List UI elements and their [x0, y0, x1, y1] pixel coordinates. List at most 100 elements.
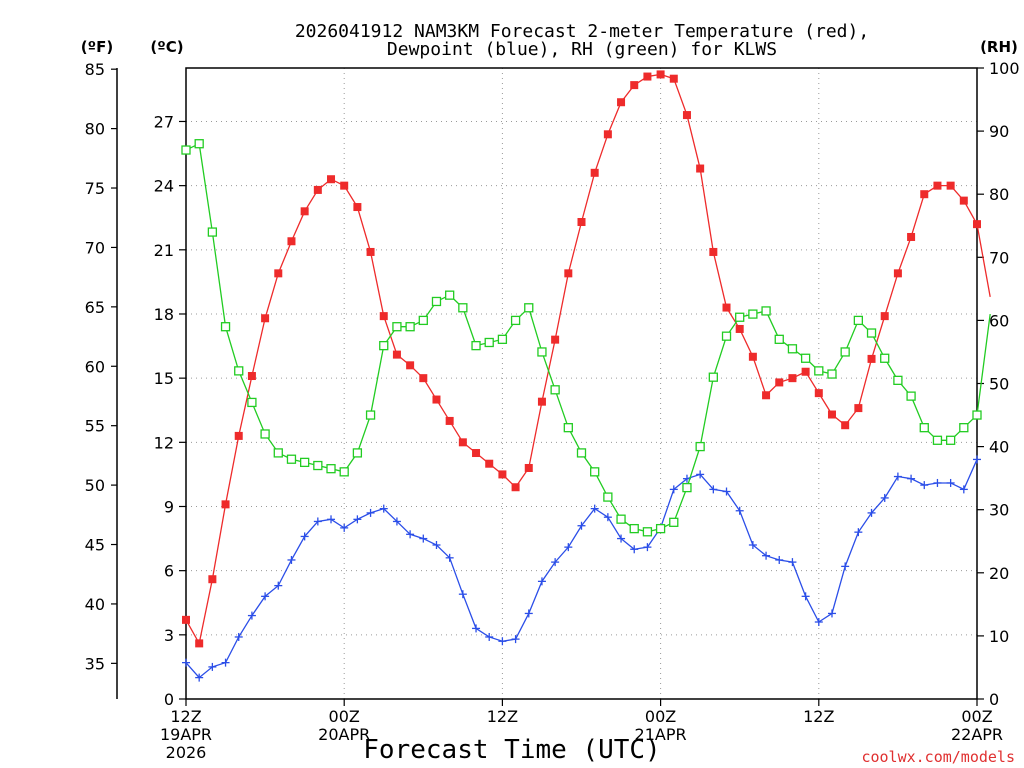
rh-point: [919, 423, 929, 433]
temperature-point: [867, 354, 876, 363]
rh-point: [339, 467, 349, 477]
dewpoint-point: [247, 611, 256, 620]
rh-point: [866, 328, 877, 338]
rh-point: [260, 429, 270, 439]
rh-point: [365, 410, 376, 420]
series-dewpoint: [182, 455, 981, 682]
rh-point: [853, 315, 863, 326]
temperature-point: [498, 470, 507, 479]
rh-point: [972, 410, 982, 420]
dewpoint-point: [814, 617, 823, 626]
dewpoint-point: [353, 515, 362, 524]
temperature-point: [485, 459, 494, 468]
temperature-point: [366, 247, 375, 256]
dewpoint-point: [340, 523, 349, 532]
rh-point: [431, 296, 442, 307]
rh-point: [761, 306, 771, 316]
rh-point: [787, 344, 798, 354]
temperature-point: [959, 196, 968, 205]
dewpoint-point: [827, 609, 836, 618]
temperature-point: [827, 410, 836, 419]
rh-point: [445, 290, 455, 300]
series-rh: [181, 139, 991, 537]
rh-point: [603, 492, 613, 502]
rh-point: [352, 448, 363, 458]
temperature-point: [748, 352, 757, 361]
rh-point: [234, 366, 244, 376]
rh-point: [181, 145, 191, 155]
celsius-tick-label: 12: [154, 433, 174, 452]
temperature-point: [392, 350, 401, 359]
temperature-point: [221, 500, 230, 509]
temperature-point: [841, 421, 850, 430]
fahrenheit-tick-label: 70: [85, 238, 105, 257]
temperature-point: [353, 203, 362, 212]
dewpoint-point: [300, 532, 309, 541]
dewpoint-point: [775, 555, 784, 564]
x-tick-label: 20APR: [318, 725, 370, 744]
dewpoint-point: [234, 632, 243, 641]
x-tick-label: 22APR: [951, 725, 1003, 744]
temperature-point: [577, 218, 586, 227]
axes: 0369121518212427354045505560657075808501…: [85, 59, 1020, 762]
dewpoint-point: [709, 485, 718, 494]
dewpoint-point: [801, 592, 810, 601]
dewpoint-point: [907, 474, 916, 483]
temperature-point: [247, 372, 256, 381]
series-temperature: [182, 70, 991, 648]
credit-link[interactable]: coolwx.com/models: [861, 748, 1015, 766]
rh-point: [471, 340, 481, 351]
temperature-point: [511, 483, 520, 492]
rh-point: [880, 353, 890, 363]
temperature-point: [287, 237, 296, 246]
temperature-point: [801, 367, 810, 376]
temperature-point: [524, 463, 533, 472]
temperature-point: [537, 397, 546, 406]
dewpoint-point: [498, 637, 507, 646]
celsius-tick-label: 24: [154, 177, 174, 196]
rh-point: [286, 454, 297, 464]
temperature-point: [775, 378, 784, 387]
dewpoint-point: [182, 658, 190, 667]
dewpoint-point: [458, 590, 467, 599]
dewpoint-point: [893, 472, 902, 481]
dewpoint-point: [880, 493, 889, 502]
temperature-point: [696, 164, 705, 173]
temperature-point: [551, 335, 560, 344]
rh-point: [642, 527, 653, 537]
rh-point: [959, 423, 969, 433]
dewpoint-point: [617, 534, 626, 543]
celsius-tick-label: 18: [154, 305, 174, 324]
rh-tick-label: 50: [989, 375, 1009, 394]
rh-point: [326, 464, 336, 474]
grid-lines: [186, 68, 977, 699]
temperature-point: [814, 389, 823, 398]
rh-point: [827, 369, 837, 379]
rh-tick-label: 70: [989, 248, 1009, 267]
rh-point: [510, 315, 521, 326]
dewpoint-point: [735, 506, 744, 515]
rh-unit-label: (RH): [980, 38, 1018, 56]
rh-tick-label: 0: [989, 690, 999, 709]
temperature-point: [920, 190, 929, 199]
rh-point: [893, 375, 903, 385]
dewpoint-point: [762, 551, 771, 560]
temperature-point: [788, 374, 797, 383]
rh-point: [524, 303, 534, 313]
dewpoint-point: [537, 577, 546, 586]
temperature-point: [933, 181, 942, 190]
dewpoint-point: [564, 543, 573, 552]
temperature-point: [274, 269, 283, 278]
dewpoint-point: [327, 515, 336, 524]
rh-point: [774, 334, 784, 344]
dewpoint-point: [630, 545, 639, 554]
fahrenheit-tick-label: 50: [85, 476, 105, 495]
x-tick-label: 00Z: [645, 707, 676, 726]
dewpoint-point: [419, 534, 428, 543]
dewpoint-point: [603, 513, 612, 522]
dewpoint-point: [195, 673, 204, 682]
temperature-point: [762, 391, 771, 400]
fahrenheit-tick-label: 40: [85, 595, 105, 614]
temperature-point: [603, 130, 612, 139]
dewpoint-point: [933, 478, 942, 487]
